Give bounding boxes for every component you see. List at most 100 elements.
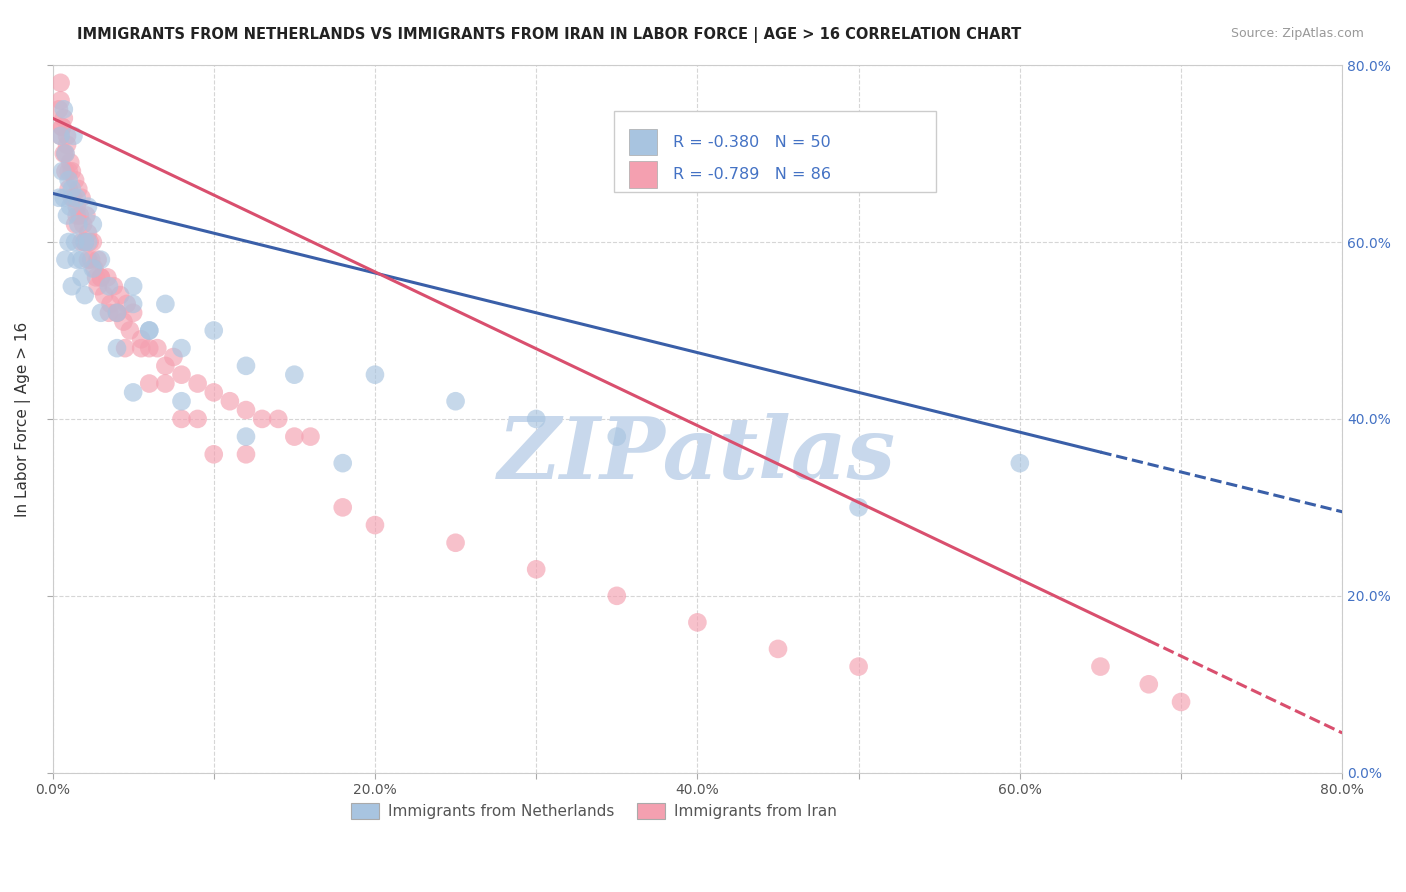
Text: ZIPatlas: ZIPatlas bbox=[498, 413, 897, 496]
Point bbox=[70, 235, 93, 249]
Point bbox=[82, 217, 104, 231]
Point bbox=[69, 209, 91, 223]
Point bbox=[1008, 456, 1031, 470]
Point bbox=[364, 368, 387, 382]
Point bbox=[56, 209, 79, 223]
Point bbox=[235, 447, 257, 461]
Point bbox=[686, 615, 709, 630]
Point bbox=[105, 341, 128, 355]
Point bbox=[73, 235, 96, 249]
Point bbox=[766, 641, 789, 656]
Point bbox=[444, 535, 467, 549]
Point bbox=[63, 235, 86, 249]
Point bbox=[122, 279, 145, 293]
Point bbox=[155, 376, 177, 391]
FancyBboxPatch shape bbox=[628, 128, 658, 155]
Point bbox=[155, 359, 177, 373]
Point bbox=[138, 323, 160, 337]
Point bbox=[55, 146, 77, 161]
Point bbox=[122, 306, 145, 320]
Legend: Immigrants from Netherlands, Immigrants from Iran: Immigrants from Netherlands, Immigrants … bbox=[346, 797, 844, 825]
Point bbox=[162, 350, 184, 364]
Text: Source: ZipAtlas.com: Source: ZipAtlas.com bbox=[1230, 27, 1364, 40]
Point bbox=[73, 235, 96, 249]
Point bbox=[105, 306, 128, 320]
Point bbox=[80, 252, 103, 267]
Point bbox=[84, 270, 107, 285]
Point bbox=[90, 306, 112, 320]
Text: R = -0.789   N = 86: R = -0.789 N = 86 bbox=[673, 167, 831, 182]
Point bbox=[93, 288, 115, 302]
Point bbox=[70, 191, 93, 205]
Point bbox=[105, 306, 128, 320]
Point bbox=[283, 429, 305, 443]
Point bbox=[58, 173, 80, 187]
Point bbox=[52, 146, 75, 161]
Point bbox=[70, 270, 93, 285]
Point bbox=[114, 341, 136, 355]
Point bbox=[49, 128, 72, 143]
Point bbox=[49, 94, 72, 108]
Point bbox=[118, 323, 141, 337]
Point bbox=[66, 200, 89, 214]
Point bbox=[60, 182, 83, 196]
Point bbox=[73, 235, 96, 249]
Point bbox=[1090, 659, 1112, 673]
Point bbox=[55, 146, 77, 161]
Point bbox=[115, 297, 138, 311]
Point bbox=[202, 447, 225, 461]
Point bbox=[155, 297, 177, 311]
Point bbox=[72, 217, 94, 231]
Point bbox=[105, 306, 128, 320]
Point bbox=[60, 164, 83, 178]
Point bbox=[97, 279, 120, 293]
Point bbox=[299, 429, 322, 443]
Point bbox=[146, 341, 169, 355]
Point bbox=[1170, 695, 1192, 709]
Point bbox=[96, 270, 118, 285]
Point bbox=[332, 456, 354, 470]
Point bbox=[55, 252, 77, 267]
FancyBboxPatch shape bbox=[628, 161, 658, 188]
Point bbox=[112, 315, 135, 329]
Point bbox=[122, 385, 145, 400]
Point bbox=[62, 191, 84, 205]
Point bbox=[170, 368, 193, 382]
Point bbox=[48, 103, 70, 117]
Point bbox=[187, 376, 209, 391]
Point bbox=[62, 128, 84, 143]
Point bbox=[77, 235, 100, 249]
Point bbox=[138, 341, 160, 355]
Point bbox=[52, 103, 75, 117]
Point bbox=[97, 306, 120, 320]
Point bbox=[67, 217, 90, 231]
Point bbox=[202, 323, 225, 337]
Point bbox=[138, 323, 160, 337]
Point bbox=[58, 182, 80, 196]
Point bbox=[138, 376, 160, 391]
Y-axis label: In Labor Force | Age > 16: In Labor Force | Age > 16 bbox=[15, 321, 31, 516]
Point bbox=[90, 270, 112, 285]
Point bbox=[103, 279, 125, 293]
Text: IMMIGRANTS FROM NETHERLANDS VS IMMIGRANTS FROM IRAN IN LABOR FORCE | AGE > 16 CO: IMMIGRANTS FROM NETHERLANDS VS IMMIGRANT… bbox=[77, 27, 1022, 43]
Point bbox=[90, 252, 112, 267]
Point bbox=[77, 200, 100, 214]
Point bbox=[129, 332, 152, 346]
Point bbox=[56, 137, 79, 152]
Point bbox=[66, 252, 89, 267]
Point bbox=[524, 412, 547, 426]
Point bbox=[59, 200, 82, 214]
Point bbox=[606, 589, 628, 603]
Point bbox=[170, 341, 193, 355]
Point bbox=[48, 191, 70, 205]
Point bbox=[202, 385, 225, 400]
Point bbox=[51, 120, 73, 134]
Point bbox=[100, 297, 122, 311]
Point bbox=[235, 429, 257, 443]
FancyBboxPatch shape bbox=[613, 112, 936, 193]
Point bbox=[86, 252, 108, 267]
Point bbox=[129, 341, 152, 355]
Point bbox=[59, 155, 82, 169]
Point bbox=[77, 226, 100, 240]
Point bbox=[49, 128, 72, 143]
